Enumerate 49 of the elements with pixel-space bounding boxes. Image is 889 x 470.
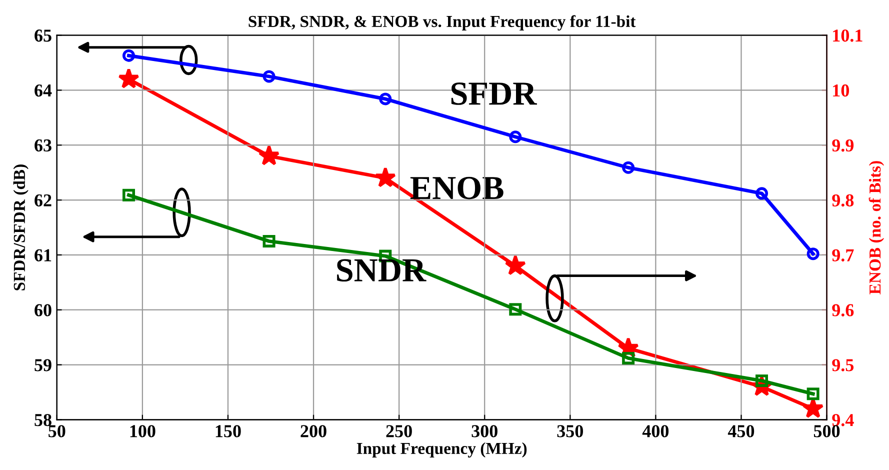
x-tick-label: 150 [216,425,241,438]
y-axis-title: SFDR/SFDR (dB) [13,164,28,290]
x-tick-label: 450 [728,425,754,438]
series-label: SFDR [451,82,537,105]
y2-tick-label: 9.6 [832,304,854,316]
x-tick-label: 50 [48,425,66,438]
point [122,49,135,62]
x-tick-label: 500 [814,425,840,438]
point [374,166,396,188]
x-tick-label: 100 [130,425,156,438]
point [806,248,820,260]
chart-title: SFDR, SNDR, & ENOB vs. Input Frequency for 11-bit [248,15,636,31]
x-tick-label: 400 [642,425,669,438]
x-tick-label: 250 [386,425,412,438]
y2-axis-title: ENOB (no. of Bits) [868,161,884,294]
y-tick-label: 58 [34,414,52,426]
x-tick-label: 350 [557,425,583,438]
y-tick-label: 59 [34,359,52,372]
x-tick-label: 200 [300,425,326,438]
point [622,161,635,174]
point [118,68,140,88]
y-tick-label: 62 [34,194,52,206]
point [379,92,392,106]
y-tick-label: 61 [34,249,52,262]
y2-tick-label: 10.1 [833,30,862,42]
point [756,187,768,200]
y2-tick-label: 9.5 [832,359,854,372]
point [806,388,820,400]
y2-tick-label: 9.4 [832,414,854,426]
series-label: SNDR [337,259,426,282]
y2-tick-label: 9.7 [832,249,854,262]
point [509,130,522,144]
point [504,254,526,276]
y-tick-label: 63 [34,139,52,152]
y2-tick-label: 9.9 [832,139,854,152]
series-label: ENOB [410,176,504,200]
point [262,70,276,83]
y2-tick-label: 10 [833,84,849,97]
point [262,234,276,248]
point [509,303,522,316]
x-tick-label: 300 [472,425,498,438]
y-tick-label: 64 [34,84,52,97]
y2-tick-label: 9.8 [832,194,854,207]
x-axis-title: Input Frequency (MHz) [356,442,527,458]
point [622,352,635,364]
point [258,144,280,166]
y-tick-label: 60 [34,304,52,316]
point [122,188,135,202]
y-tick-label: 65 [34,30,52,42]
